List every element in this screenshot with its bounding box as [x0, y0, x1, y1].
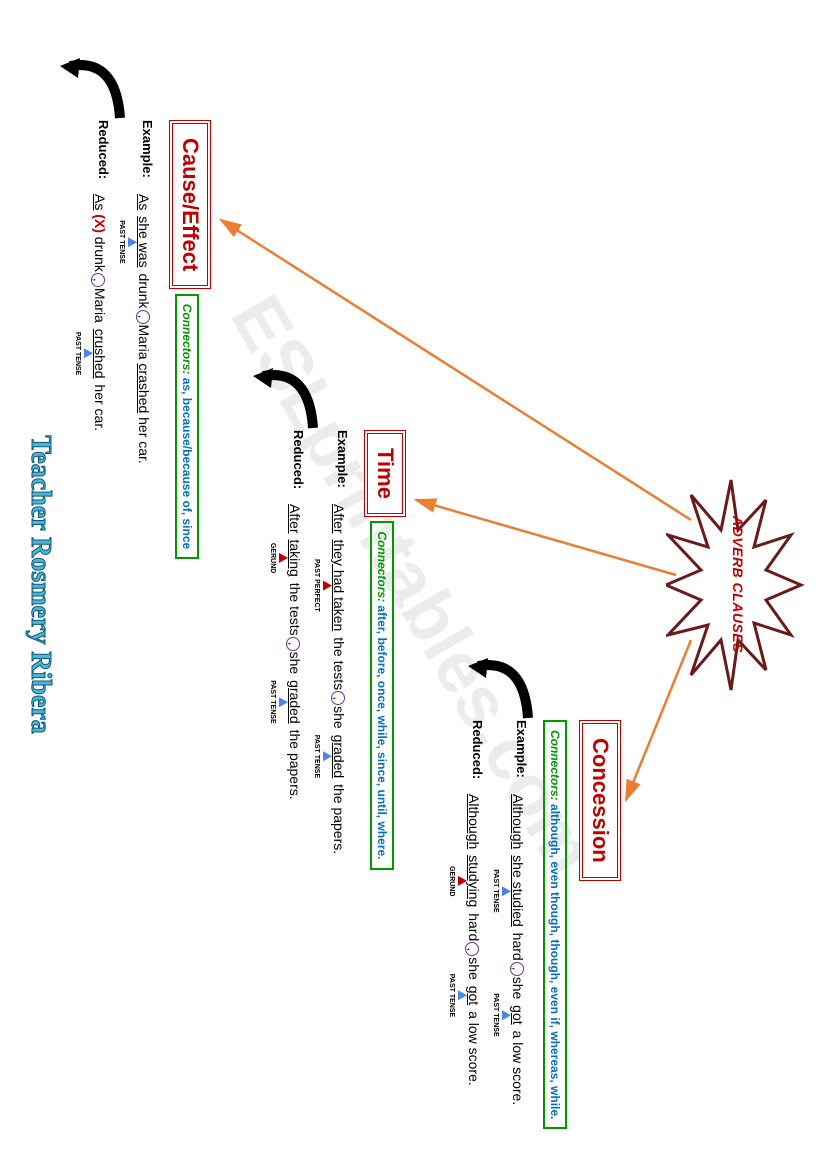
example-label: Example:	[335, 430, 350, 496]
comma-circle: ,	[510, 962, 524, 976]
concession-connectors-box: Connectors: although, even though, thoug…	[543, 720, 567, 1129]
section-concession: Concession Connectors: although, even th…	[462, 720, 621, 1150]
example-sentence: Although she studiedPAST TENSE hard,she …	[507, 794, 529, 1105]
past-tense-tag: PAST TENSE	[445, 974, 466, 1017]
reduced-label: Reduced:	[96, 120, 111, 186]
concession-example: Example: Although she studiedPAST TENSE …	[507, 720, 529, 1150]
burst-title: ADVERB CLAUSES	[666, 475, 806, 695]
example-label: Example:	[140, 120, 155, 186]
comma-circle: ,	[331, 691, 345, 705]
example-label: Example:	[514, 720, 529, 786]
example-sentence: After they had takenPAST PERFECT the tes…	[328, 504, 350, 854]
past-tense-tag: PAST TENSE	[266, 680, 287, 723]
time-reduced: Reduced: After takingGERUND the tests,sh…	[283, 430, 305, 910]
comma-circle: ,	[91, 273, 105, 287]
gerund-tag: GERUND	[266, 543, 287, 573]
page-rotated: ESLprintables.com ADVERB CLAUSES Concess…	[0, 0, 826, 1169]
connectors-list: although, even though, though, even if, …	[548, 804, 562, 1119]
connectors-list: as, because/because of, since	[180, 378, 194, 549]
comma-circle: ,	[136, 310, 150, 324]
section-time: Time Connectors: after, before, once, wh…	[283, 430, 406, 910]
cause-connectors-box: Connectors: as, because/because of, sinc…	[175, 294, 199, 559]
reduced-sentence: After takingGERUND the tests,she gradedP…	[283, 504, 305, 800]
concession-title: Concession	[579, 720, 621, 881]
cause-example: Example: As she wasPAST TENSE drunk,Mari…	[133, 120, 155, 580]
past-tense-tag: PAST TENSE	[71, 332, 92, 375]
past-tense-tag: PAST TENSE	[311, 735, 332, 778]
connectors-label: Connectors:	[180, 304, 194, 375]
example-sentence: As she wasPAST TENSE drunk,Maria crashed…	[133, 194, 155, 464]
time-example: Example: After they had takenPAST PERFEC…	[328, 430, 350, 910]
comma-circle: ,	[465, 942, 479, 956]
comma-circle: ,	[286, 637, 300, 651]
connectors-list: after, before, once, while, since, until…	[375, 605, 389, 859]
time-connectors-box: Connectors: after, before, once, while, …	[370, 521, 394, 869]
cause-reduced: Reduced: As (X) drunk,Maria crushedPAST …	[88, 120, 110, 580]
gerund-tag: GERUND	[445, 866, 466, 896]
concession-reduced: Reduced: Although studyingGERUND hard,sh…	[462, 720, 484, 1150]
past-tense-tag: PAST TENSE	[490, 993, 511, 1036]
section-cause: Cause/Effect Connectors: as, because/bec…	[88, 120, 211, 580]
cause-title: Cause/Effect	[169, 120, 211, 289]
reduced-sentence: As (X) drunk,Maria crushedPAST TENSE her…	[88, 194, 110, 431]
past-tense-tag: PAST TENSE	[116, 220, 137, 263]
reduced-label: Reduced:	[470, 720, 485, 786]
past-tense-tag: PAST TENSE	[490, 869, 511, 912]
x-mark: (X)	[92, 214, 108, 233]
footer-credit: Teacher Rosmery Ribera	[24, 435, 56, 734]
title-text: ADVERB CLAUSES	[730, 475, 746, 695]
connectors-label: Connectors:	[375, 531, 389, 602]
reduced-label: Reduced:	[291, 430, 306, 496]
connectors-label: Connectors:	[548, 730, 562, 801]
past-perfect-tag: PAST PERFECT	[311, 559, 332, 612]
time-title: Time	[364, 430, 406, 517]
reduced-sentence: Although studyingGERUND hard,she gotPAST…	[462, 794, 484, 1086]
